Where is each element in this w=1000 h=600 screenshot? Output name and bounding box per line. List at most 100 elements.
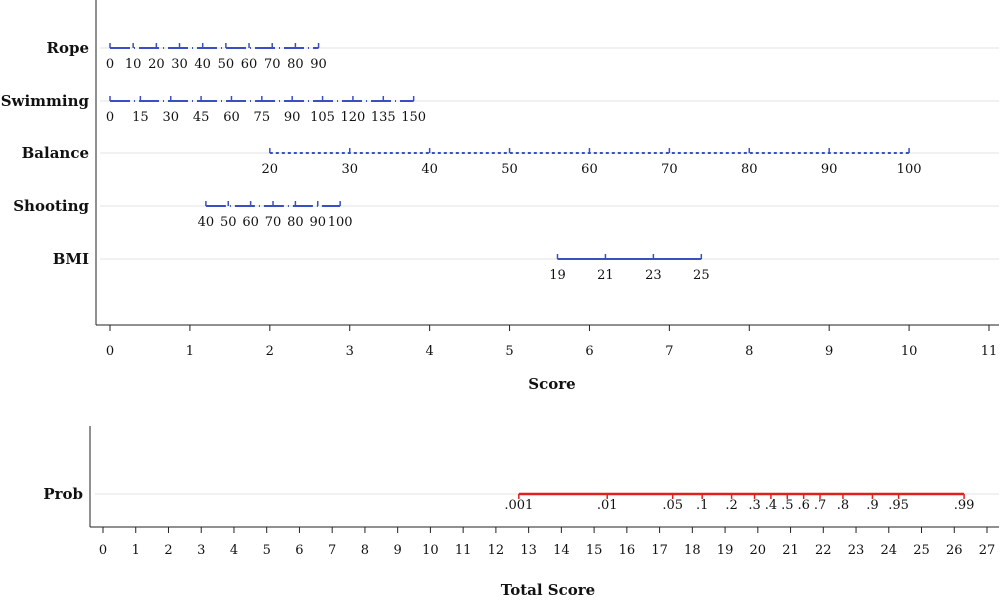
prob-tick-label: .01: [597, 498, 618, 513]
score-axis-tick-label: 7: [665, 344, 673, 359]
score-axis-tick-label: 8: [745, 344, 753, 359]
scale-tick-label: 50: [501, 162, 518, 177]
prob-tick-label: .3: [748, 498, 760, 513]
scale-tick-label: 50: [220, 215, 237, 230]
scale-tick-label: 70: [661, 162, 678, 177]
scale-tick-label: 100: [897, 162, 922, 177]
prob-tick-label: .05: [662, 498, 683, 513]
total-score-axis-tick-label: 7: [328, 543, 336, 558]
scale-tick-label: 60: [223, 110, 240, 125]
total-score-axis-tick-label: 18: [684, 543, 701, 558]
total-score-axis-tick-label: 13: [520, 543, 537, 558]
score-axis-tick-label: 2: [266, 344, 274, 359]
total-score-axis-tick-label: 25: [913, 543, 930, 558]
score-axis-tick-label: 5: [505, 344, 513, 359]
scale-tick-label: 135: [371, 110, 396, 125]
total-score-axis-tick-label: 14: [553, 543, 570, 558]
prob-tick-label: .9: [866, 498, 878, 513]
scale-tick-label: 90: [821, 162, 838, 177]
score-axis-tick-label: 6: [585, 344, 593, 359]
scale-tick-label: 19: [549, 268, 566, 283]
prob-tick-label: .6: [797, 498, 809, 513]
total-score-axis-tick-label: 26: [946, 543, 963, 558]
prob-tick-label: .5: [781, 498, 793, 513]
scale-tick-label: 25: [693, 268, 710, 283]
scale-tick-label: 70: [265, 215, 282, 230]
total-score-axis-tick-label: 27: [979, 543, 996, 558]
scale-tick-label: 30: [162, 110, 179, 125]
scale-tick-label: 40: [421, 162, 438, 177]
scale-tick-label: 40: [194, 57, 211, 72]
scale-tick-label: 15: [132, 110, 149, 125]
scale-tick-label: 21: [597, 268, 614, 283]
scale-tick-label: 120: [341, 110, 366, 125]
total-score-axis-tick-label: 0: [99, 543, 107, 558]
scale-tick-label: 20: [262, 162, 279, 177]
scale-label: Prob: [43, 485, 83, 503]
scale-tick-label: 0: [106, 57, 114, 72]
total-score-axis-tick-label: 22: [815, 543, 832, 558]
scale-tick-label: 45: [193, 110, 210, 125]
scale-tick-label: 10: [125, 57, 142, 72]
total-score-axis-tick-label: 23: [848, 543, 865, 558]
scale-tick-label: 80: [287, 215, 304, 230]
scale-tick-label: 90: [309, 215, 326, 230]
scale-tick-label: 20: [148, 57, 165, 72]
scale-tick-label: 100: [328, 215, 353, 230]
scale-tick-label: 75: [254, 110, 271, 125]
scale-tick-label: 60: [581, 162, 598, 177]
score-axis-tick-label: 11: [981, 344, 998, 359]
prob-tick-label: .1: [696, 498, 708, 513]
score-axis-tick-label: 9: [825, 344, 833, 359]
scale-tick-label: 60: [241, 57, 258, 72]
score-axis-tick-label: 10: [901, 344, 918, 359]
total-score-axis-tick-label: 6: [295, 543, 303, 558]
prob-tick-label: .2: [725, 498, 737, 513]
total-score-axis-tick-label: 20: [750, 543, 767, 558]
total-score-axis-title: Total Score: [501, 581, 595, 599]
prob-tick-label: .001: [504, 498, 533, 513]
total-score-axis-tick-label: 24: [881, 543, 898, 558]
scale-label: Rope: [46, 39, 89, 57]
scale-label: Shooting: [13, 197, 89, 215]
scale-tick-label: 90: [310, 57, 327, 72]
total-score-axis-tick-label: 2: [164, 543, 172, 558]
scale-tick-label: 60: [242, 215, 259, 230]
scale-tick-label: 105: [310, 110, 335, 125]
scale-tick-label: 23: [645, 268, 662, 283]
scale-tick-label: 30: [171, 57, 188, 72]
total-score-axis-tick-label: 17: [651, 543, 668, 558]
scale-tick-label: 50: [218, 57, 235, 72]
total-score-axis-tick-label: 19: [717, 543, 734, 558]
total-score-axis-tick-label: 21: [782, 543, 799, 558]
prob-tick-label: .8: [837, 498, 849, 513]
score-axis-tick-label: 1: [186, 344, 194, 359]
total-score-axis-tick-label: 9: [394, 543, 402, 558]
score-axis-tick-label: 3: [346, 344, 354, 359]
scale-tick-label: 80: [741, 162, 758, 177]
total-score-axis-tick-label: 1: [132, 543, 140, 558]
score-axis-title: Score: [528, 375, 575, 393]
score-axis-tick-label: 0: [106, 344, 114, 359]
scale-label: BMI: [53, 250, 89, 268]
scale-tick-label: 150: [401, 110, 426, 125]
total-score-axis-tick-label: 16: [619, 543, 636, 558]
total-score-axis-tick-label: 3: [197, 543, 205, 558]
total-score-axis-tick-label: 8: [361, 543, 369, 558]
total-score-axis-tick-label: 15: [586, 543, 603, 558]
scale-tick-label: 80: [287, 57, 304, 72]
total-score-axis-tick-label: 11: [455, 543, 472, 558]
scale-tick-label: 90: [284, 110, 301, 125]
prob-tick-label: .4: [765, 498, 777, 513]
total-score-axis-tick-label: 10: [422, 543, 439, 558]
scale-label: Balance: [22, 144, 89, 162]
scale-tick-label: 0: [106, 110, 114, 125]
prob-tick-label: .7: [814, 498, 826, 513]
total-score-axis-tick-label: 5: [263, 543, 271, 558]
total-score-axis-tick-label: 4: [230, 543, 238, 558]
scale-tick-label: 70: [264, 57, 281, 72]
prob-tick-label: .99: [954, 498, 975, 513]
total-score-axis-tick-label: 12: [488, 543, 505, 558]
scale-tick-label: 30: [341, 162, 358, 177]
